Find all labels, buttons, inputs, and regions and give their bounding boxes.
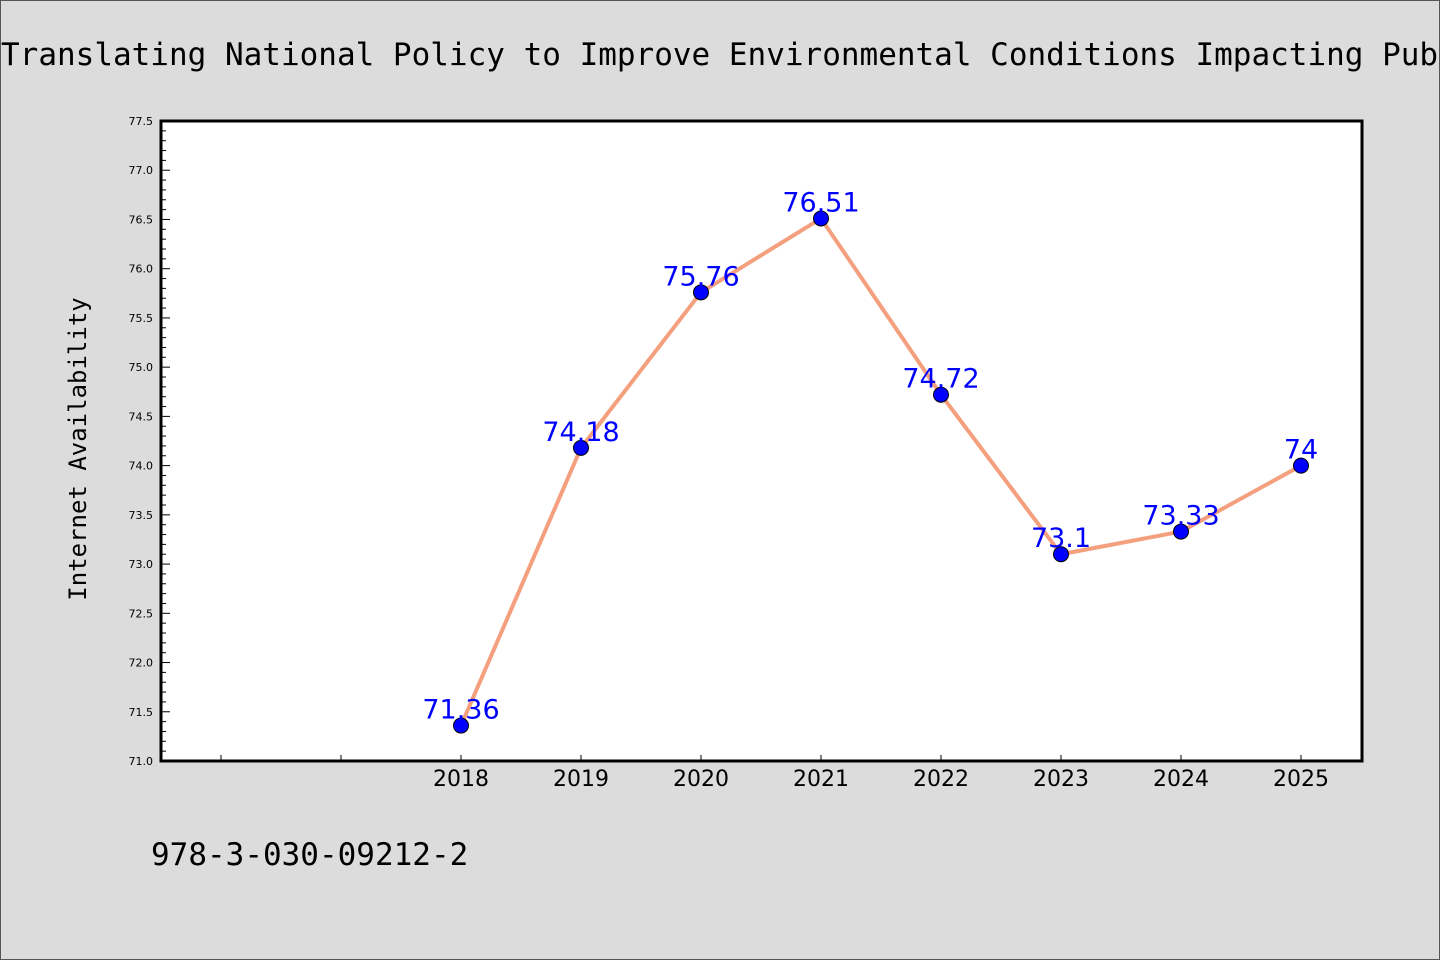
chart-title: Translating National Policy to Improve E… [1,37,1440,73]
y-tick-label: 73.0 [129,558,154,571]
data-point [1053,546,1069,563]
y-tick-label: 77.0 [129,164,154,177]
y-tick-label: 75.5 [129,312,154,325]
y-tick-label: 76.5 [129,213,154,226]
data-point [453,717,469,734]
data-point [1173,523,1189,540]
data-point [1293,457,1309,474]
x-tick-label: 2022 [913,767,969,792]
data-point [573,439,589,456]
y-tick-label: 76.0 [129,263,154,276]
data-point [693,284,709,301]
x-tick-label: 2024 [1153,767,1209,792]
data-label: 74.18 [542,417,619,448]
x-tick-label: 2021 [793,767,849,792]
y-tick-label: 77.5 [129,115,154,128]
y-tick-label: 75.0 [129,361,154,374]
y-axis-label: Internet Availability [64,297,92,600]
data-point [933,386,949,403]
y-tick-label: 72.5 [129,607,154,620]
y-tick-label: 71.0 [129,755,154,768]
data-label: 73.1 [1031,523,1091,554]
x-tick-label: 2023 [1033,767,1089,792]
data-label: 74 [1284,435,1318,466]
data-label: 76.51 [782,187,859,218]
series-line [459,216,1302,727]
x-tick-label: 2020 [673,767,729,792]
data-point [813,210,829,227]
x-tick-label: 2018 [433,767,489,792]
data-label: 75.76 [662,261,739,292]
y-tick-label: 71.5 [129,706,154,719]
data-label: 71.36 [422,695,499,726]
isbn-text: 978-3-030-09212-2 [151,837,469,873]
y-tick-label: 74.5 [129,410,154,423]
x-tick-label: 2025 [1273,767,1329,792]
y-tick-label: 72.0 [129,657,154,670]
y-tick-label: 74.0 [129,460,154,473]
data-label: 73.33 [1142,501,1219,532]
x-tick-label: 2019 [553,767,609,792]
data-label: 74.72 [902,364,979,395]
plot-area [161,121,1362,761]
plot-frame [159,119,1364,763]
y-tick-label: 73.5 [129,509,154,522]
